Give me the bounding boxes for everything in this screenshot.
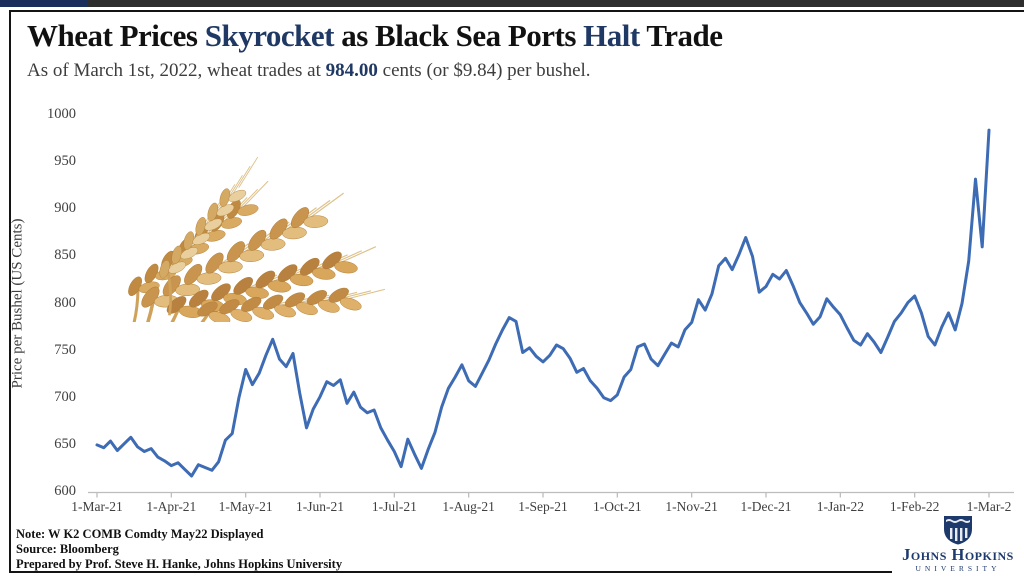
- y-tick-label: 700: [54, 388, 76, 405]
- video-progress-watched: [0, 0, 88, 7]
- y-tick-label: 650: [54, 435, 76, 452]
- y-tick-label: 600: [54, 483, 76, 499]
- price-series-line: [95, 128, 991, 478]
- jhu-wordmark: Johns Hopkins: [902, 545, 1014, 564]
- title-accent-halt: Halt: [583, 18, 640, 53]
- subtitle-price-value: 984.00: [325, 60, 378, 81]
- y-tick-label: 950: [54, 153, 76, 170]
- subtitle-part: cents (or $9.84) per bushel.: [377, 60, 591, 81]
- x-tick-label: 1-Mar-21: [71, 499, 123, 514]
- header: Wheat Prices Skyrocket as Black Sea Port…: [27, 18, 987, 82]
- page-title: Wheat Prices Skyrocket as Black Sea Port…: [27, 18, 987, 54]
- subtitle: As of March 1st, 2022, wheat trades at 9…: [27, 60, 987, 82]
- title-part: as Black Sea Ports: [333, 18, 584, 53]
- footnote-note: Note: W K2 COMB Comdty May22 Displayed: [16, 527, 264, 541]
- title-part: Trade: [639, 18, 723, 53]
- y-tick-label: 750: [54, 341, 76, 358]
- x-tick-label: 1-Apr-21: [146, 499, 197, 514]
- video-progress-bar[interactable]: [0, 0, 1024, 7]
- x-tick-label: 1-Jul-21: [371, 499, 417, 514]
- footnotes: Note: W K2 COMB Comdty May22 Displayed S…: [16, 527, 342, 572]
- wheat-ear: [132, 192, 345, 322]
- johns-hopkins-logo: Johns Hopkins UNIVERSITY: [892, 513, 1024, 577]
- x-tick-label: 1-Jun-21: [296, 499, 344, 514]
- x-tick-label: 1-May-21: [218, 499, 273, 514]
- subtitle-part: As of March 1st, 2022, wheat trades at: [27, 60, 326, 81]
- y-tick-label: 1000: [47, 106, 76, 122]
- x-tick-label: 1-Mar-2: [966, 499, 1012, 514]
- x-tick-label: 1-Oct-21: [592, 499, 642, 514]
- x-tick-label: 1-Feb-22: [889, 499, 940, 514]
- title-part: Wheat Prices: [27, 18, 205, 53]
- jhu-university-label: UNIVERSITY: [915, 564, 1001, 573]
- footnote-prepared: Prepared by Prof. Steve H. Hanke, Johns …: [16, 557, 343, 571]
- title-accent-skyrocket: Skyrocket: [204, 18, 335, 53]
- x-tick-label: 1-Nov-21: [665, 499, 718, 514]
- x-tick-label: 1-Jan-22: [816, 499, 864, 514]
- wheat-image: [128, 156, 386, 322]
- y-tick-label: 900: [54, 200, 76, 217]
- wheat-ear: [172, 287, 386, 322]
- y-tick-label: 850: [54, 247, 76, 264]
- y-tick-label: 800: [54, 294, 76, 311]
- jhu-shield-icon: [944, 516, 972, 545]
- footnote-source: Source: Bloomberg: [16, 542, 119, 556]
- wheat-ear: [159, 156, 259, 316]
- x-tick-label: 1-Aug-21: [442, 499, 495, 514]
- x-tick-label: 1-Sep-21: [518, 499, 568, 514]
- x-tick-label: 1-Dec-21: [740, 499, 792, 514]
